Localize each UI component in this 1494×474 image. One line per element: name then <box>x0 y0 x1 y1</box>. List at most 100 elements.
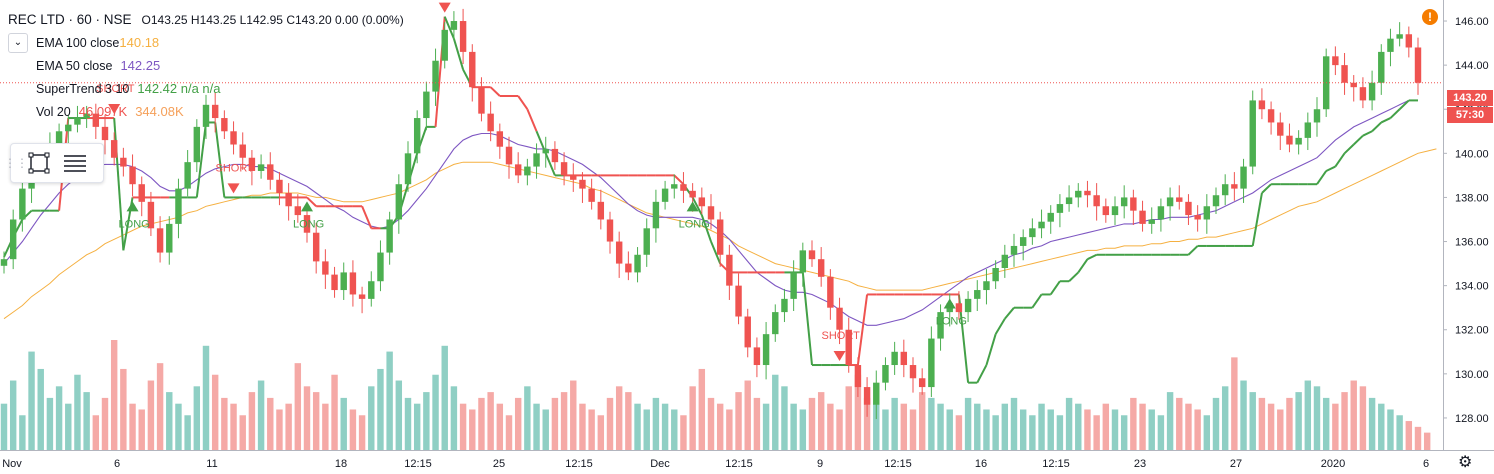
supertrend-segment <box>1389 108 1401 119</box>
candle-body <box>478 87 485 114</box>
volume-bar <box>303 386 311 450</box>
volume-bar <box>1093 415 1100 450</box>
candle-body <box>156 228 164 253</box>
candle-body <box>974 290 981 299</box>
candle-body <box>1075 190 1082 198</box>
symbol-title[interactable]: REC LTD · 60 · NSE <box>8 11 132 27</box>
supertrend-segment <box>1343 143 1355 155</box>
volume-bar <box>202 345 210 450</box>
candle-body <box>432 60 439 92</box>
candle-body <box>781 298 788 313</box>
candle-body <box>606 219 614 242</box>
indicator-ema50[interactable]: EMA 50 close 142.25 <box>8 54 404 77</box>
drag-handle-icon[interactable]: ⋮⋮ <box>4 156 28 170</box>
candle-body <box>671 184 678 189</box>
volume-bar <box>827 403 834 450</box>
indicator-volume[interactable]: Vol 20 46.097K 344.08K <box>8 100 404 123</box>
candle-body <box>92 113 100 127</box>
candle-body <box>1056 204 1064 213</box>
volume-bar <box>955 415 963 450</box>
candle-body <box>1065 197 1073 205</box>
volume-bar <box>248 392 256 450</box>
volume-bar <box>92 415 100 450</box>
short-signal-label: SHORT <box>216 162 255 174</box>
x-tick-label: 11 <box>206 458 217 470</box>
volume-bar <box>551 397 559 450</box>
candle-body <box>129 166 136 185</box>
candle-body <box>1231 184 1238 189</box>
volume-bar <box>836 409 843 450</box>
candle-body <box>65 124 72 132</box>
supertrend-segment <box>691 196 703 216</box>
volume-bar <box>120 368 127 450</box>
candle-body <box>533 153 540 167</box>
volume-bar <box>873 403 880 450</box>
long-signal-arrow <box>686 201 699 212</box>
candle-body <box>1111 206 1119 216</box>
candle-body <box>588 188 595 202</box>
volume-bar <box>478 397 485 450</box>
volume-bar <box>74 374 81 450</box>
candle-body <box>625 263 632 273</box>
gear-icon[interactable]: ⚙ <box>1458 454 1473 471</box>
volume-bar <box>1212 397 1220 450</box>
candle-body <box>772 312 779 335</box>
volume-bar <box>349 409 357 450</box>
candle-body <box>707 206 715 220</box>
candle-body <box>955 303 963 313</box>
candle-body <box>698 197 706 207</box>
indicator-label: EMA 100 close <box>36 35 120 50</box>
collapse-legend-button[interactable]: ⌄ <box>8 33 28 53</box>
candle-body <box>1212 195 1220 207</box>
candle-body <box>937 312 944 339</box>
indicator-supertrend[interactable]: SuperTrend 3 10 142.42 n/a n/a <box>8 77 404 100</box>
candle-body <box>340 272 347 291</box>
warning-icon[interactable]: ! <box>1422 9 1438 25</box>
candle-body <box>1166 197 1174 207</box>
drawing-toolbox[interactable]: ⋮⋮ <box>4 143 104 183</box>
volume-bar <box>1313 386 1321 450</box>
candle-body <box>496 131 504 147</box>
volume-bar <box>1194 409 1201 450</box>
volume-bar <box>974 403 981 450</box>
x-tick-label: Dec <box>650 458 670 470</box>
volume-bar <box>753 397 761 450</box>
candle-body <box>193 126 201 163</box>
volume-bar <box>450 386 458 450</box>
volume-bar <box>1047 409 1054 450</box>
supertrend-segment <box>1316 170 1328 185</box>
candle-body <box>680 184 687 191</box>
volume-bar <box>19 415 26 450</box>
candle-body <box>992 268 999 282</box>
supertrend-segment <box>517 95 529 110</box>
volume-bar <box>964 397 972 450</box>
candle-body <box>294 206 302 216</box>
candle-body <box>358 294 366 299</box>
volume-bar <box>211 374 219 450</box>
supertrend-segment <box>361 205 373 229</box>
supertrend-segment <box>1398 99 1410 110</box>
candle-body <box>1120 197 1128 207</box>
candle-body <box>349 272 357 295</box>
volume-bar <box>55 386 63 450</box>
x-tick-label: 6 <box>114 458 120 470</box>
candle-body <box>1240 166 1247 189</box>
supertrend-segment <box>1371 121 1382 133</box>
fib-lines-icon[interactable] <box>57 145 93 181</box>
volume-bar <box>726 409 733 450</box>
candle-body <box>1203 206 1211 220</box>
supertrend-segment <box>544 152 556 176</box>
volume-bar <box>1396 415 1403 450</box>
long-signal-label: LONG <box>293 218 324 230</box>
supertrend-segment <box>1325 165 1336 172</box>
supertrend-segment <box>1353 134 1364 146</box>
rectangle-tool-icon[interactable] <box>21 145 57 181</box>
candle-body <box>1029 228 1036 238</box>
volume-bar <box>377 368 384 450</box>
volume-bar <box>276 409 283 450</box>
candle-body <box>964 298 972 313</box>
volume-bar <box>680 415 687 450</box>
volume-bar <box>441 345 448 450</box>
indicator-ema100[interactable]: ⌄ EMA 100 close 140.18 <box>8 31 404 54</box>
